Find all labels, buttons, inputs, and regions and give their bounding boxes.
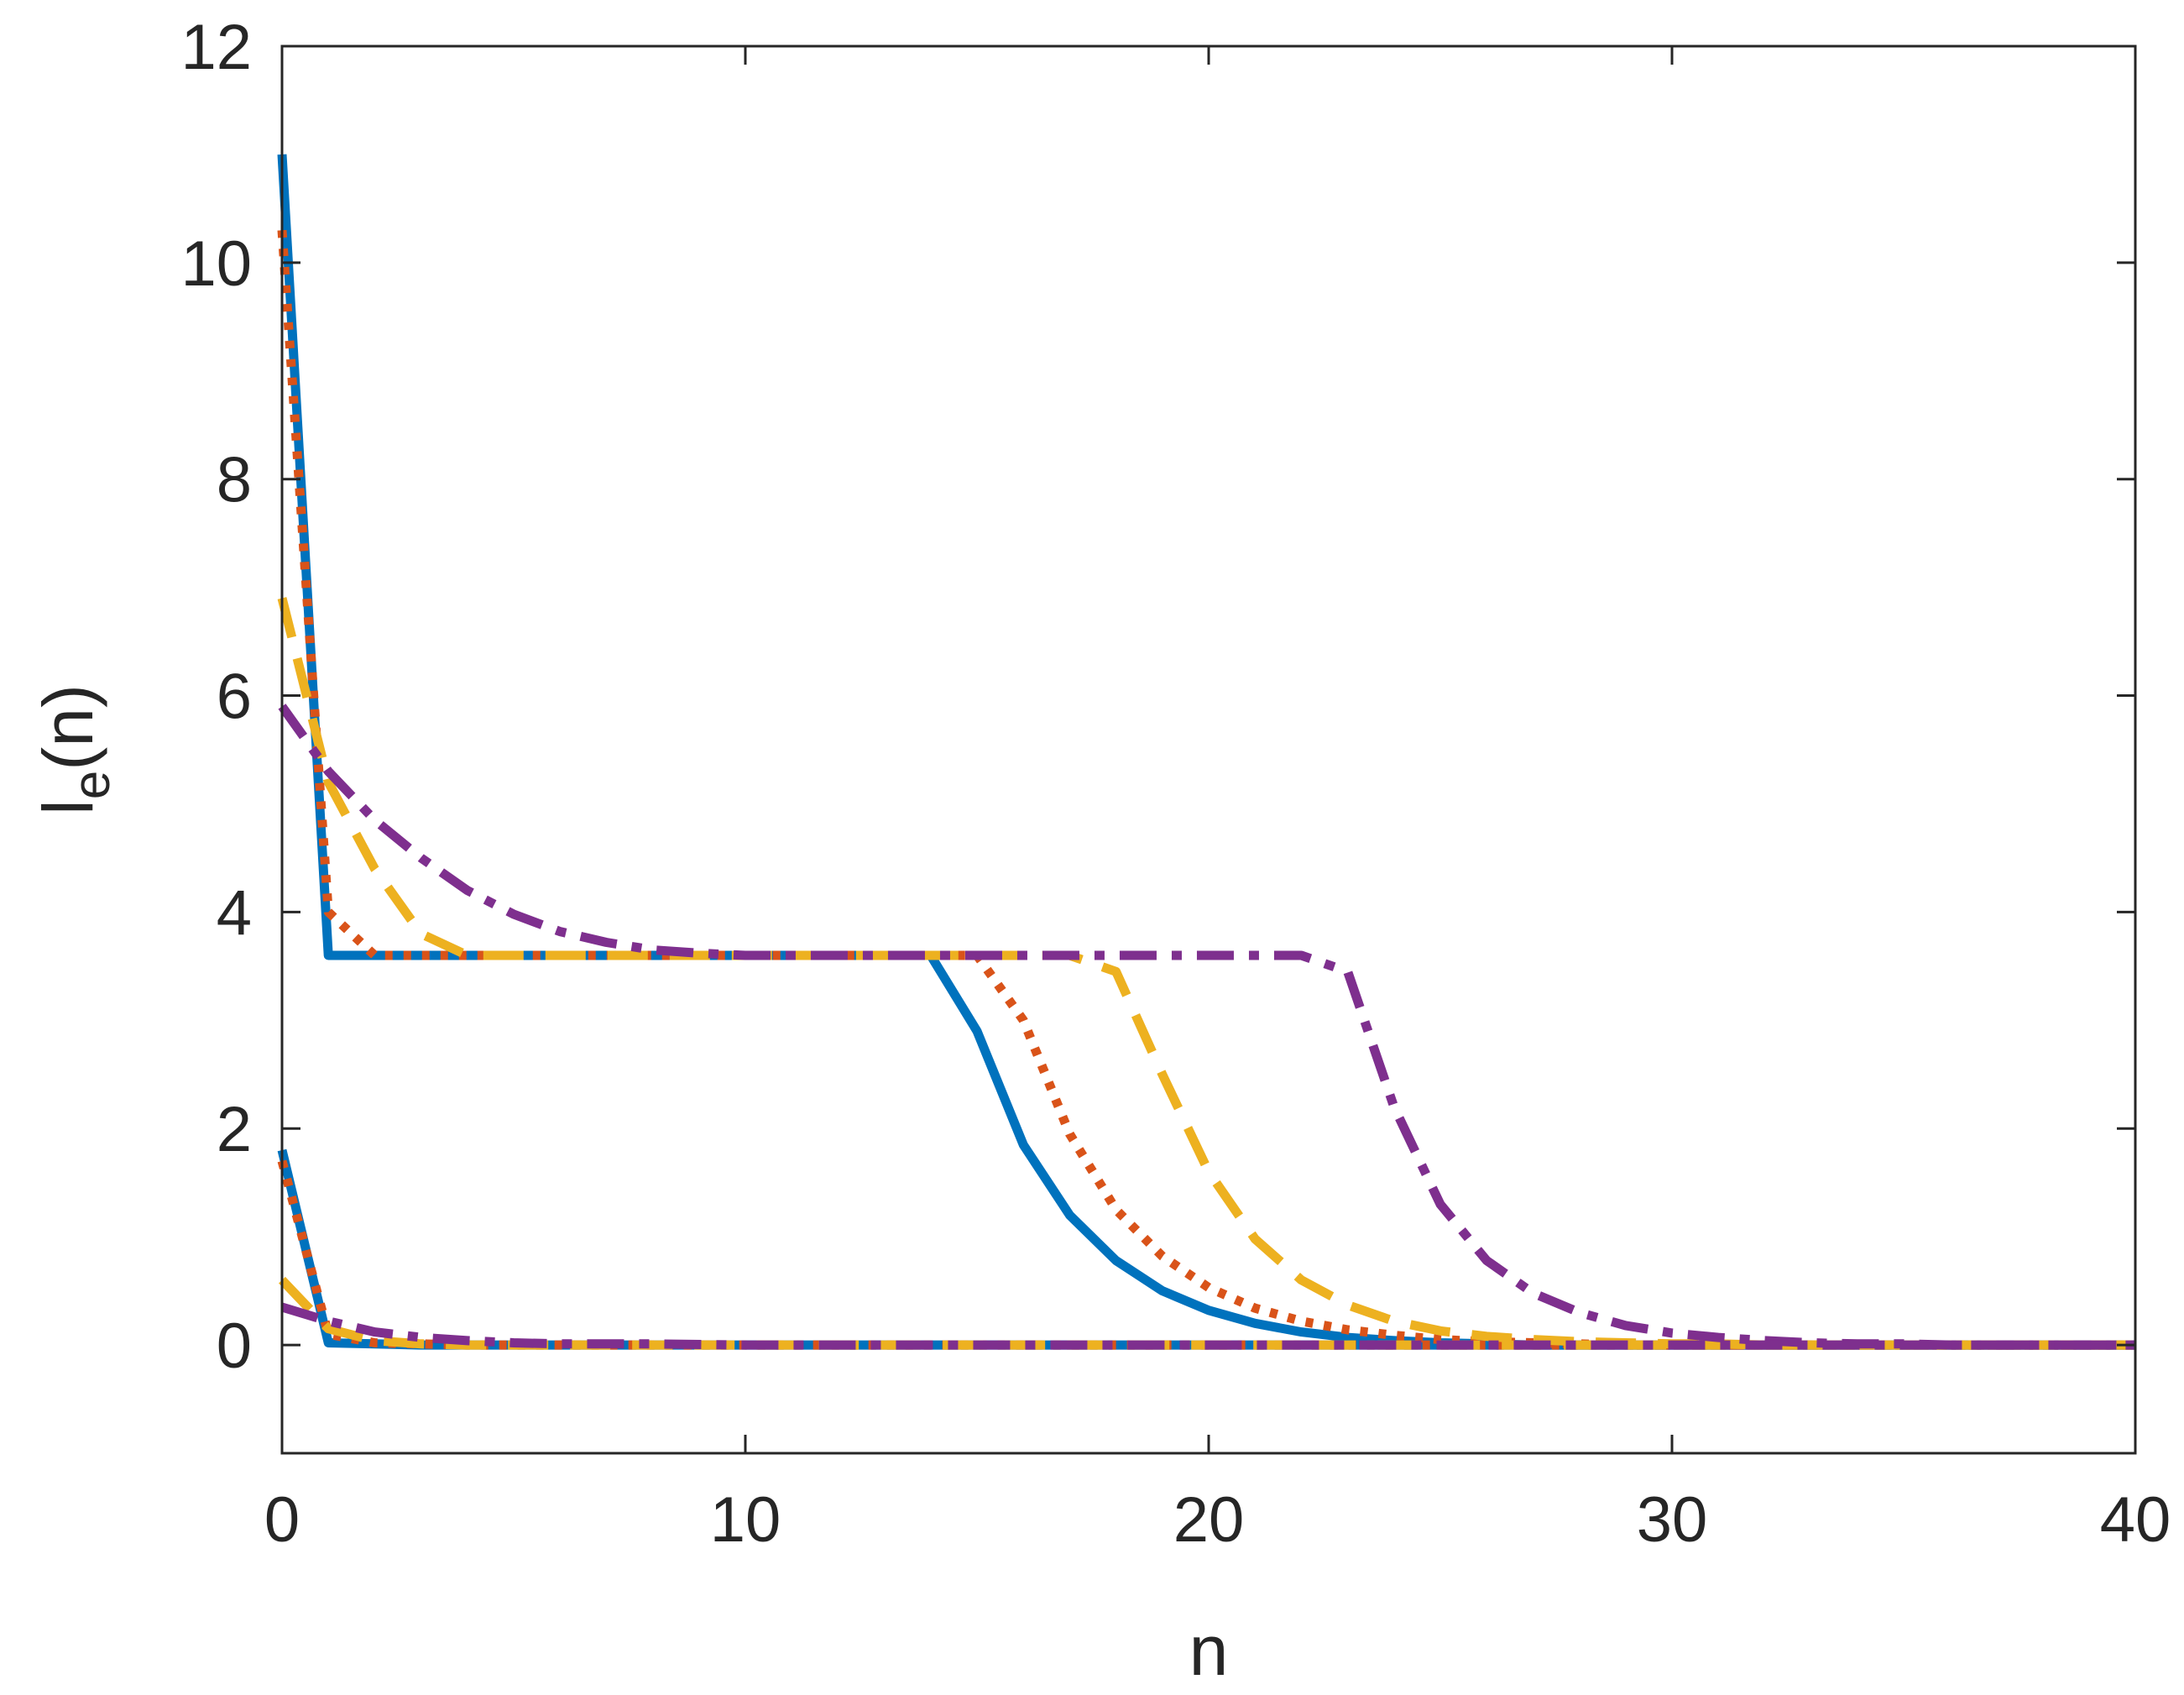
y-tick-label: 10 — [180, 228, 252, 300]
y-axis-label-tail: (n) — [29, 684, 107, 771]
x-tick-label: 30 — [1637, 1484, 1708, 1556]
y-axis-label-main: l — [29, 799, 107, 815]
y-axis-label: le(n) — [29, 684, 121, 815]
x-tick-label: 40 — [2100, 1484, 2171, 1556]
y-tick-label: 12 — [180, 12, 252, 83]
y-tick-label: 4 — [217, 877, 252, 949]
x-tick-label: 20 — [1173, 1484, 1245, 1556]
series-layer — [277, 154, 2135, 1350]
y-tick-label: 6 — [217, 662, 252, 733]
y-tick-label: 2 — [217, 1094, 252, 1165]
y-tick-label: 0 — [217, 1310, 252, 1382]
tick-layer: 0 10 20 30 40 0 2 4 6 8 10 12 — [180, 12, 2171, 1556]
y-tick-label: 8 — [217, 445, 252, 516]
series-line-dashdot-7 — [280, 1302, 2135, 1350]
y-axis-label-subscript: e — [63, 771, 121, 799]
x-tick-label: 0 — [264, 1484, 300, 1556]
x-axis-label: n — [1189, 1611, 1229, 1690]
x-tick-label: 10 — [710, 1484, 781, 1556]
